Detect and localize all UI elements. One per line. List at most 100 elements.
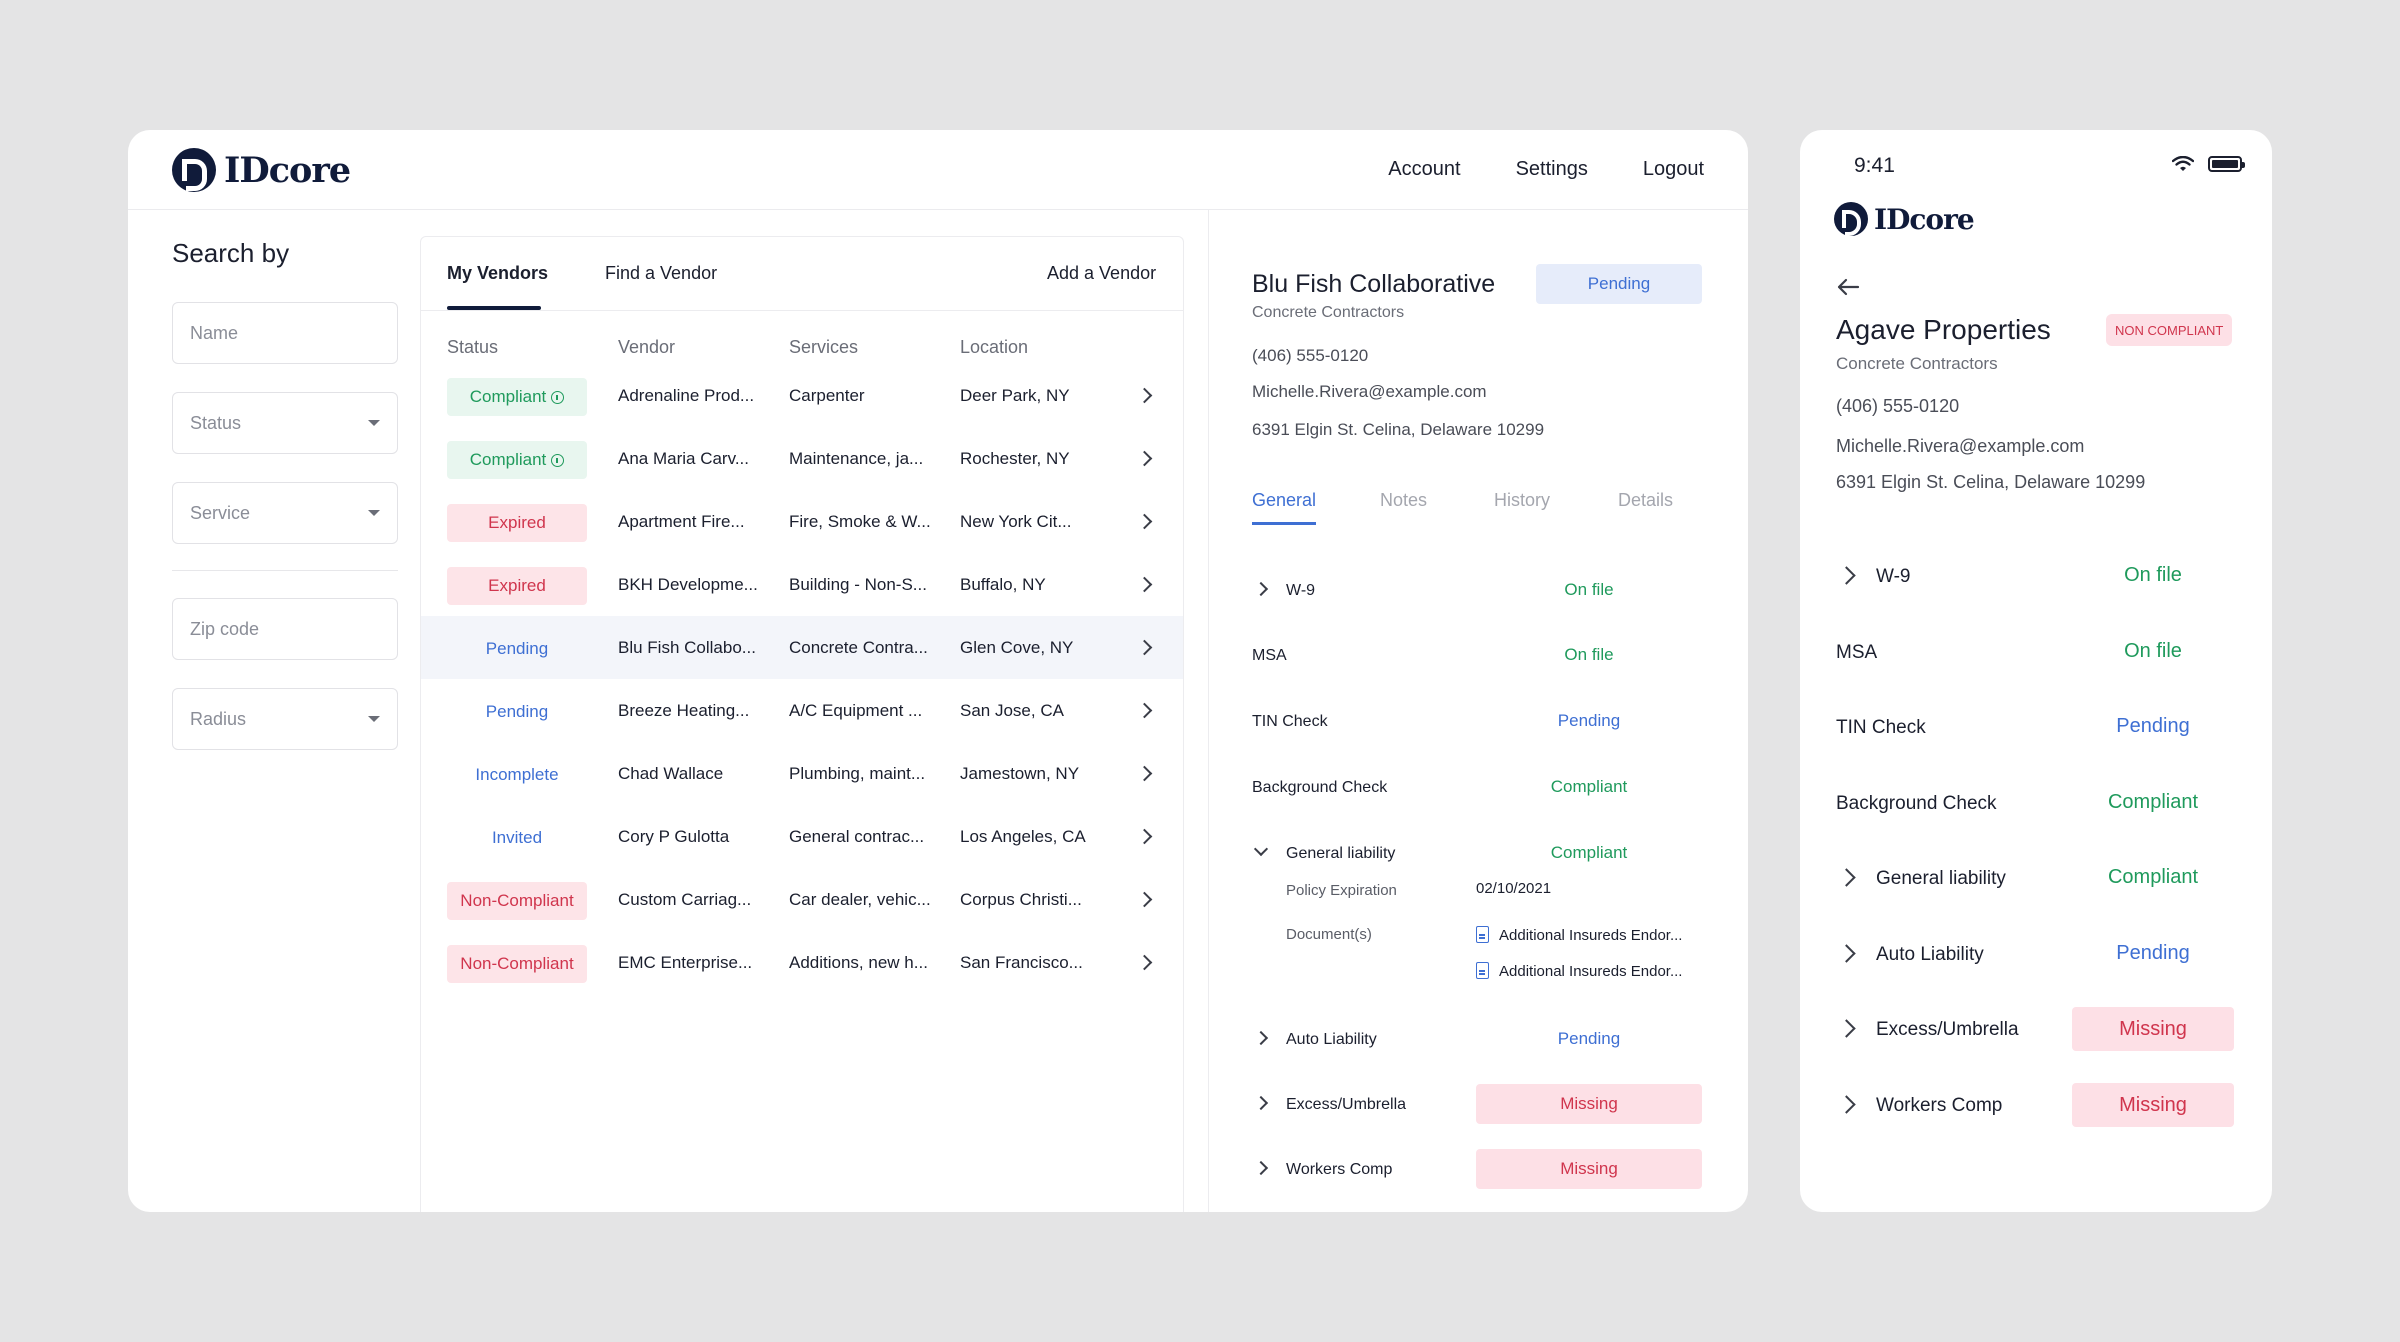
vendor-cell: Chad Wallace (618, 764, 724, 783)
vendor-email: Michelle.Rivera@example.com (1252, 382, 1487, 401)
info-icon (551, 453, 565, 467)
name-placeholder: Name (190, 322, 239, 343)
chevron-right-icon[interactable] (1136, 765, 1153, 782)
table-row[interactable]: Compliant Ana Maria Carv... Maintenance, j… (421, 427, 1183, 490)
status-select[interactable]: Status (172, 392, 398, 454)
compliance-item-value: On file (1564, 645, 1614, 664)
document-link[interactable]: Additional Insureds Endor... (1476, 926, 1682, 944)
services-cell: Car dealer, vehic... (789, 890, 931, 909)
zip-code-input[interactable]: Zip code (172, 598, 398, 660)
services-cell: Concrete Contra... (789, 638, 928, 657)
compliance-item-label: Auto Liability (1286, 1031, 1377, 1048)
table-row[interactable]: Invited Cory P Gulotta General contrac... L… (421, 805, 1183, 868)
status-text: Pending (485, 639, 549, 658)
table-row[interactable]: Non-Compliant Custom Carriag... Car dealer… (421, 868, 1183, 931)
table-row[interactable]: Non-Compliant EMC Enterprise... Additions,… (421, 931, 1183, 994)
vendor-cell: EMC Enterprise... (618, 953, 753, 972)
tab-general[interactable]: General (1252, 490, 1317, 510)
document-name: Additional Insureds Endor... (1499, 963, 1683, 980)
nav-settings[interactable]: Settings (1515, 158, 1588, 180)
services-cell: General contrac... (789, 827, 925, 846)
chevron-right-icon[interactable] (1136, 828, 1153, 845)
chevron-right-icon[interactable] (1136, 450, 1153, 467)
chevron-right-icon[interactable] (1837, 944, 1856, 963)
status-text: Expired (488, 513, 546, 532)
active-tab-indicator (447, 306, 541, 310)
vendor-email: Michelle.Rivera@example.com (1836, 436, 2085, 456)
table-row[interactable]: Pending Breeze Heating... A/C Equipment ..… (421, 679, 1183, 742)
location-cell: New York Cit... (960, 512, 1072, 531)
nav-account[interactable]: Account (1388, 158, 1461, 180)
status-text: Non-Compliant (460, 954, 574, 973)
chevron-right-icon[interactable] (1136, 954, 1153, 971)
tab-find-a-vendor[interactable]: Find a Vendor (605, 263, 718, 283)
compliance-item-value: Compliant (1550, 843, 1628, 862)
chevron-down-icon[interactable] (1253, 841, 1269, 857)
chevron-right-icon[interactable] (1837, 868, 1856, 887)
desktop-window: IDcore Account Settings Logout Search by… (128, 130, 1748, 1212)
document-link[interactable]: Additional Insureds Endor... (1476, 962, 1682, 980)
tab-my-vendors[interactable]: My Vendors (447, 263, 549, 283)
vendor-address: 6391 Elgin St. Celina, Delaware 10299 (1252, 420, 1545, 439)
vendor-category: Concrete Contractors (1252, 304, 1405, 321)
vendor-cell: Blu Fish Collabo... (618, 638, 756, 657)
table-row[interactable]: Compliant Adrenaline Prod... Carpenter Deer… (421, 364, 1183, 427)
chevron-right-icon[interactable] (1136, 639, 1153, 656)
logo-icon (1834, 202, 1868, 236)
caret-down-icon (368, 716, 380, 722)
name-input[interactable]: Name (172, 302, 398, 364)
chevron-right-icon[interactable] (1837, 566, 1856, 585)
chevron-right-icon[interactable] (1136, 513, 1153, 530)
status-badge: Pending (1536, 264, 1702, 304)
status-badge: Non-Compliant (447, 945, 587, 983)
location-cell: Jamestown, NY (960, 764, 1080, 783)
location-cell: Deer Park, NY (960, 386, 1070, 405)
nav-logout[interactable]: Logout (1642, 158, 1704, 180)
status-badge: Invited (447, 819, 587, 857)
col-status: Status (447, 337, 499, 357)
chevron-right-icon[interactable] (1136, 891, 1153, 908)
compliance-item-label: General liability (1286, 845, 1396, 862)
vendor-cell: BKH Developme... (618, 575, 758, 594)
vendor-cell: Cory P Gulotta (618, 827, 730, 846)
status-badge: Compliant (447, 441, 587, 479)
add-vendor-button[interactable]: Add a Vendor (1047, 263, 1157, 283)
table-row[interactable]: Pending Blu Fish Collabo... Concrete Contr… (421, 616, 1183, 679)
chevron-right-icon[interactable] (1837, 1019, 1856, 1038)
table-row[interactable]: Expired Apartment Fire... Fire, Smoke & W.… (421, 490, 1183, 553)
col-vendor: Vendor (618, 337, 676, 357)
logo[interactable]: IDcore (1834, 202, 1975, 236)
table-row[interactable]: Incomplete Chad Wallace Plumbing, maint...… (421, 742, 1183, 805)
chevron-right-icon[interactable] (1253, 1095, 1269, 1111)
compliance-item-label: Workers Comp (1876, 1095, 2003, 1116)
logo[interactable]: IDcore (172, 148, 351, 192)
services-cell: Carpenter (789, 386, 865, 405)
compliance-item-label: W-9 (1876, 566, 1911, 587)
vendor-category: Concrete Contractors (1836, 354, 1998, 373)
chevron-right-icon[interactable] (1136, 387, 1153, 404)
vendor-address: 6391 Elgin St. Celina, Delaware 10299 (1836, 472, 2146, 492)
tab-history[interactable]: History (1494, 490, 1551, 510)
tab-notes[interactable]: Notes (1380, 490, 1428, 510)
status-text: Non-Compliant (460, 891, 574, 910)
compliance-item-label: Background Check (1252, 779, 1388, 796)
table-row[interactable]: Expired BKH Developme... Building - Non-S.… (421, 553, 1183, 616)
radius-select[interactable]: Radius (172, 688, 398, 750)
missing-badge: Missing (1476, 1084, 1702, 1124)
chevron-right-icon[interactable] (1837, 1095, 1856, 1114)
back-arrow-icon[interactable] (1836, 278, 1860, 296)
document-name: Additional Insureds Endor... (1499, 927, 1683, 944)
compliance-item-label: MSA (1252, 647, 1287, 664)
document-icon (1476, 962, 1489, 979)
chevron-right-icon[interactable] (1253, 1160, 1269, 1176)
status-badge: Incomplete (447, 756, 587, 794)
chevron-right-icon[interactable] (1136, 576, 1153, 593)
service-select[interactable]: Service (172, 482, 398, 544)
vendor-cell: Adrenaline Prod... (618, 386, 755, 405)
divider (1208, 210, 1209, 1212)
location-cell: San Francisco... (960, 953, 1083, 972)
chevron-right-icon[interactable] (1253, 1030, 1269, 1046)
chevron-right-icon[interactable] (1136, 702, 1153, 719)
chevron-right-icon[interactable] (1253, 581, 1269, 597)
tab-details[interactable]: Details (1618, 490, 1674, 510)
